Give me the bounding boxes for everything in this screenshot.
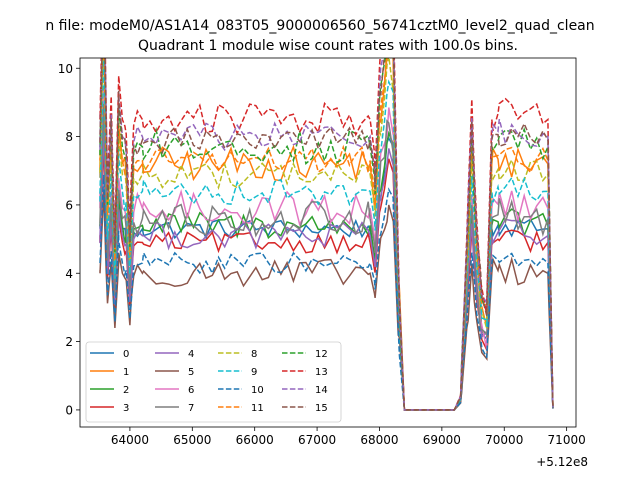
legend-label-4: 4 [188, 349, 194, 360]
y-tick-label: 8 [65, 130, 73, 144]
legend-label-3: 3 [123, 403, 129, 414]
y-tick-label: 6 [65, 198, 73, 212]
x-tick-label: 64000 [111, 433, 149, 447]
legend-label-13: 13 [315, 367, 328, 378]
legend-label-5: 5 [188, 367, 194, 378]
legend-label-6: 6 [188, 385, 194, 396]
plot-frame [79, 57, 577, 428]
chart-suptitle: n file: modeM0/AS1A14_083T05_9000006560_… [45, 18, 594, 34]
legend-label-1: 1 [123, 367, 129, 378]
y-axis: 0 2 4 6 8 10 [58, 62, 80, 417]
series-line-7 [99, 103, 554, 411]
series-layer [99, 58, 554, 411]
series-line-11 [99, 58, 554, 411]
legend-label-0: 0 [123, 349, 129, 360]
series-line-5 [99, 191, 554, 411]
series-line-10 [99, 174, 554, 411]
chart-title: Quadrant 1 module wise count rates with … [138, 38, 518, 54]
x-tick-label: 71000 [548, 433, 586, 447]
series-line-8 [99, 58, 554, 411]
series-line-14 [99, 58, 554, 411]
y-tick-label: 2 [65, 335, 73, 349]
x-tick-label: 67000 [298, 433, 336, 447]
x-axis: 64000 65000 66000 67000 68000 69000 70000 71000 [111, 427, 586, 447]
x-tick-label: 68000 [360, 433, 398, 447]
legend-label-10: 10 [251, 385, 264, 396]
legend-label-9: 9 [251, 367, 257, 378]
series-line-6 [99, 87, 554, 411]
x-tick-label: 65000 [173, 433, 211, 447]
legend-box [85, 341, 342, 423]
x-tick-label: 70000 [485, 433, 523, 447]
y-tick-label: 10 [58, 62, 73, 76]
x-offset-label: +5.12e8 [536, 455, 588, 469]
x-tick-label: 69000 [423, 433, 461, 447]
y-tick-label: 4 [65, 267, 73, 281]
legend-label-11: 11 [251, 403, 264, 414]
legend-label-12: 12 [315, 349, 328, 360]
x-tick-label: 66000 [236, 433, 274, 447]
legend-label-15: 15 [315, 403, 328, 414]
y-tick-label: 0 [65, 403, 73, 417]
series-line-15 [99, 58, 554, 411]
legend-label-2: 2 [123, 385, 129, 396]
legend-label-14: 14 [315, 385, 328, 396]
legend-label-7: 7 [188, 403, 194, 414]
legend-label-8: 8 [251, 349, 257, 360]
